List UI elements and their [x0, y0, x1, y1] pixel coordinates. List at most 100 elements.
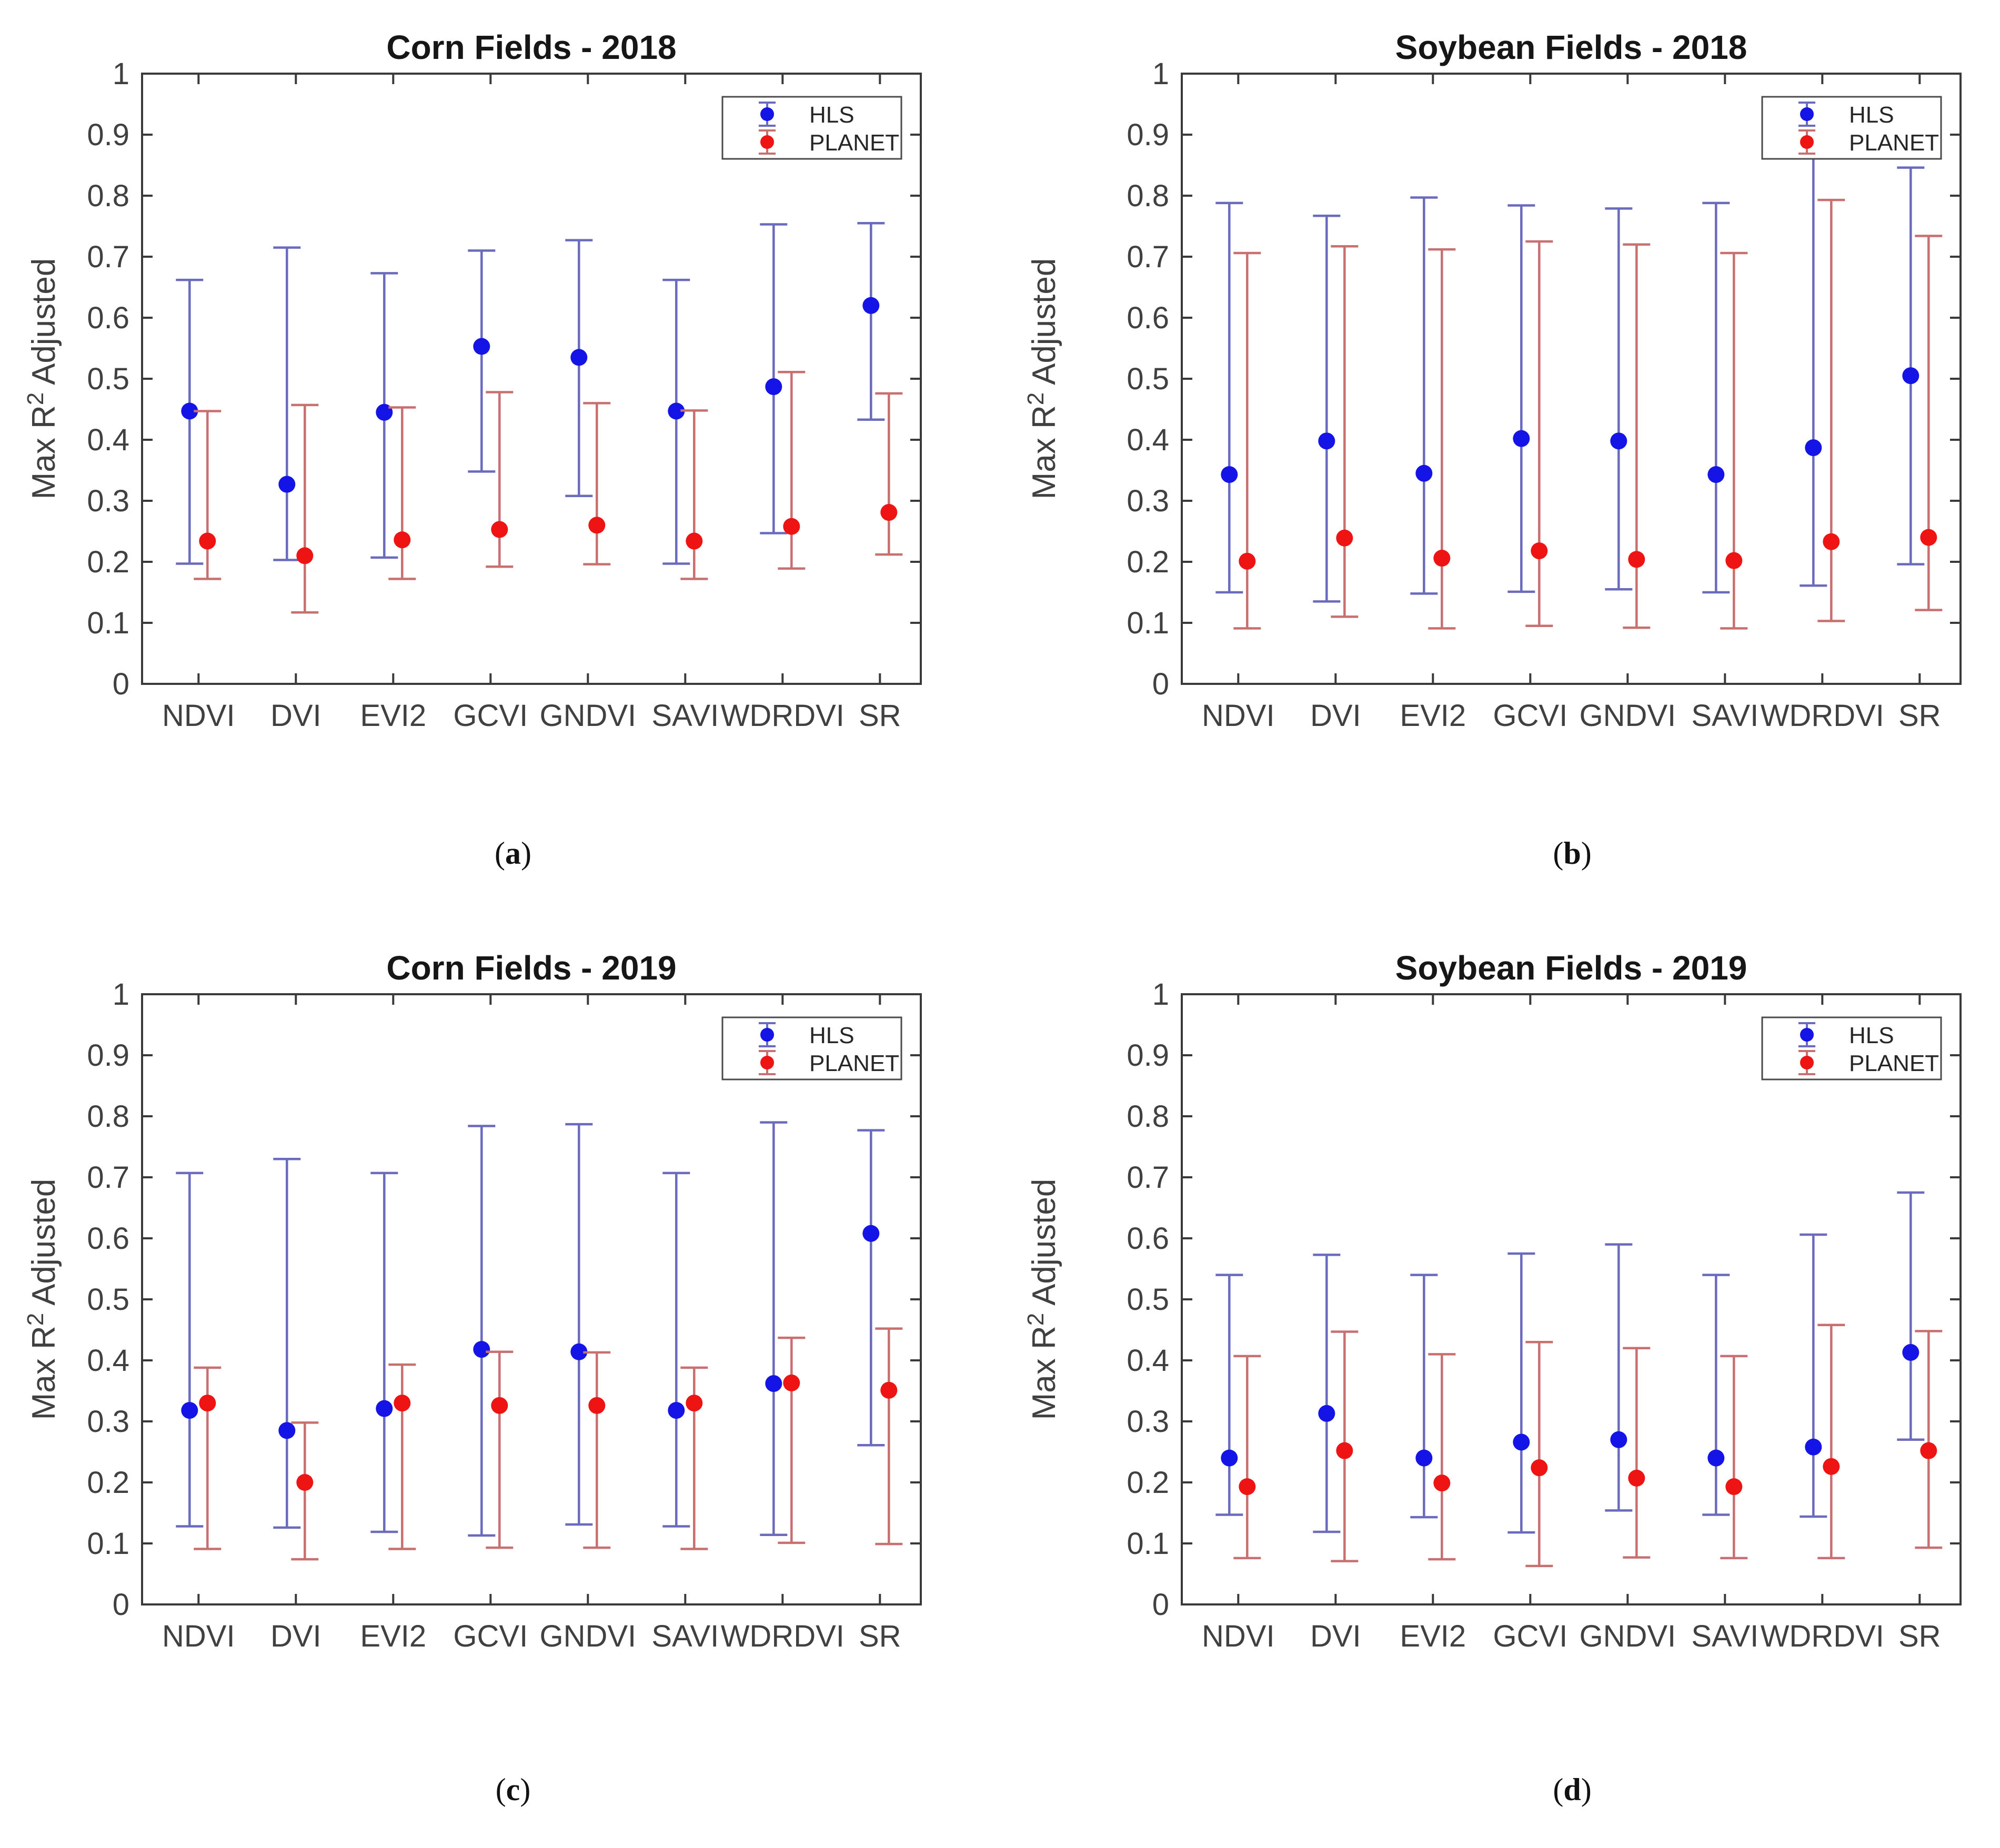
category-label: WDRDVI	[1761, 699, 1884, 733]
y-tick-labels: 0 0.1 0.2 0.3 0.4 0.5 0.6 0.7 0.8 0.9 1	[87, 57, 129, 701]
legend-label: PLANET	[809, 1051, 899, 1076]
data-point	[686, 532, 703, 550]
data-point	[1707, 466, 1725, 483]
data-point	[862, 297, 880, 314]
y-tick-labels: 0 0.1 0.2 0.3 0.4 0.5 0.6 0.7 0.8 0.9 1	[1127, 57, 1169, 701]
data-point	[765, 378, 782, 396]
y-tick-labels: 0 0.1 0.2 0.3 0.4 0.5 0.6 0.7 0.8 0.9 1	[87, 977, 129, 1622]
category-label: SAVI	[651, 1619, 719, 1653]
y-tick-label: 0.1	[1127, 606, 1169, 640]
caption-paren: (	[495, 1772, 506, 1807]
y-tick-label: 0.1	[87, 1527, 129, 1561]
caption-paren: (	[1553, 836, 1564, 871]
chart-panel-a: Corn Fields - 2018 Max R2 Adjusted 0 0.1 0.2…	[0, 0, 1000, 789]
y-tick-label: 0.8	[1127, 179, 1169, 213]
category-label: SR	[859, 699, 901, 733]
data-point	[1531, 542, 1548, 560]
y-tick-label: 0.8	[87, 179, 129, 213]
data-point	[199, 1395, 216, 1412]
legend-entry-planet: PLANET	[1798, 1050, 1939, 1076]
data-point	[473, 338, 490, 355]
markers-hls	[181, 297, 880, 493]
category-label: SAVI	[1691, 699, 1758, 733]
data-point	[1531, 1459, 1548, 1477]
data-point	[473, 1341, 490, 1358]
data-point	[1239, 1478, 1256, 1496]
y-axis-label: Max R2 Adjusted	[23, 258, 62, 500]
y-tick-label: 0.4	[87, 423, 129, 457]
legend-marker	[1800, 135, 1814, 149]
data-point	[1221, 1449, 1238, 1467]
legend-entry-hls: HLS	[1798, 1022, 1894, 1048]
data-point	[1823, 1458, 1840, 1475]
category-label: NDVI	[1202, 1619, 1275, 1653]
category-label: DVI	[1310, 699, 1361, 733]
x-tick-labels: NDVI DVI EVI2 GCVI GNDVI SAVI WDRDVI SR	[162, 1619, 901, 1653]
error-bars-planet	[1233, 198, 1943, 630]
y-tick-label: 0.7	[1127, 1160, 1169, 1195]
error-bars-hls	[176, 221, 885, 565]
figure-caption-a: (a)	[495, 835, 531, 872]
data-point	[588, 517, 606, 534]
legend-label: HLS	[809, 102, 855, 128]
y-tick-label: 0.9	[87, 118, 129, 152]
category-label: SR	[1898, 1619, 1941, 1653]
y-tick-label: 0.5	[87, 362, 129, 396]
data-point	[1513, 430, 1530, 447]
category-label: EVI2	[360, 699, 426, 733]
y-axis-label: Max R2 Adjusted	[1023, 258, 1062, 500]
chart-title: Soybean Fields - 2018	[1395, 28, 1747, 66]
error-bars-planet	[1233, 1324, 1943, 1568]
chart-panel-c: Corn Fields - 2019 Max R2 Adjusted 0 0.1 0.2…	[0, 921, 1000, 1710]
x-tick-labels: NDVI DVI EVI2 GCVI GNDVI SAVI WDRDVI SR	[1202, 699, 1941, 733]
y-tick-label: 0	[1152, 1588, 1169, 1622]
data-point	[491, 1397, 508, 1414]
y-tick-label: 0.3	[87, 1405, 129, 1439]
data-point	[394, 1395, 411, 1412]
legend-marker	[1800, 1028, 1814, 1042]
caption-paren: )	[520, 1772, 531, 1807]
category-label: DVI	[270, 699, 321, 733]
markers-planet	[199, 1374, 898, 1491]
legend: HLS PLANET	[1761, 1016, 1942, 1080]
y-tick-label: 0.6	[1127, 1221, 1169, 1256]
category-label: EVI2	[1400, 699, 1466, 733]
data-point	[1336, 1442, 1353, 1459]
legend-box	[1761, 96, 1942, 160]
caption-paren: )	[521, 836, 531, 871]
chart-panel-b: Soybean Fields - 2018 Max R2 Adjusted 0 0.1…	[1000, 0, 2000, 789]
category-label: SR	[859, 1619, 901, 1653]
chart-svg: Corn Fields - 2019 Max R2 Adjusted 0 0.1 0.2…	[23, 949, 922, 1653]
plot-frame	[1181, 993, 1962, 1605]
category-label: SAVI	[1691, 1619, 1758, 1653]
category-label: GCVI	[453, 699, 528, 733]
data-point	[862, 1225, 880, 1242]
legend-label: HLS	[809, 1023, 855, 1048]
data-point	[1318, 432, 1335, 450]
markers-planet	[1239, 529, 1937, 570]
data-point	[1902, 367, 1919, 385]
markers-hls	[1221, 1344, 1919, 1467]
category-label: DVI	[1310, 1619, 1361, 1653]
caption-letter: b	[1563, 836, 1581, 871]
y-tick-label: 0.2	[1127, 1466, 1169, 1500]
markers-planet	[199, 504, 898, 564]
y-tick-label: 1	[1152, 977, 1169, 1012]
data-point	[880, 1381, 898, 1399]
legend-marker	[760, 1056, 774, 1069]
y-tick-label: 0.7	[87, 240, 129, 274]
y-tick-label: 0.9	[1127, 118, 1169, 152]
category-label: DVI	[270, 1619, 321, 1653]
data-point	[588, 1397, 606, 1414]
caption-letter: d	[1563, 1772, 1581, 1807]
y-tick-label: 0.3	[87, 484, 129, 518]
data-point	[1805, 439, 1822, 457]
category-label: SAVI	[651, 699, 719, 733]
category-label: GNDVI	[1579, 699, 1676, 733]
error-bars-hls	[1215, 1191, 1925, 1534]
y-tick-label: 0.7	[87, 1160, 129, 1195]
data-point	[668, 402, 685, 420]
y-tick-label: 0.8	[87, 1099, 129, 1134]
legend-label: HLS	[1849, 102, 1894, 128]
y-tick-label: 0.6	[87, 1221, 129, 1256]
